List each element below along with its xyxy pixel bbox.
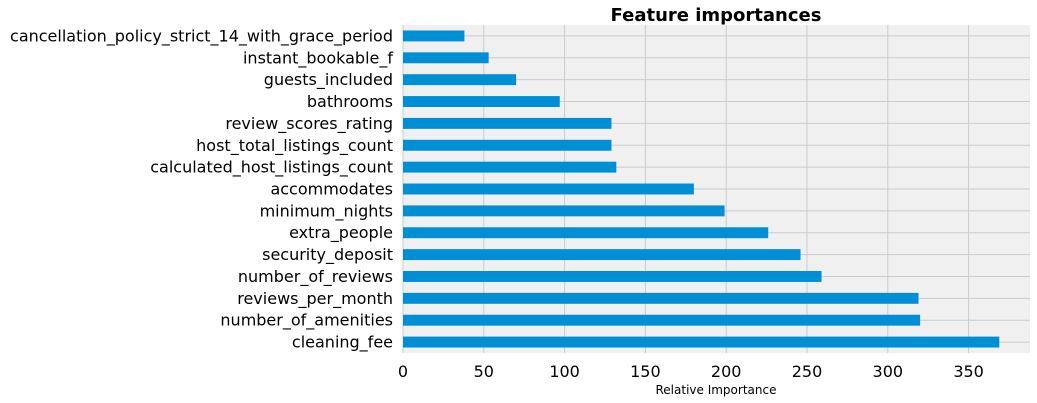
bar-reviews_per_month <box>403 292 919 304</box>
x-tick-label: 50 <box>474 362 494 381</box>
y-tick-label: cancellation_policy_strict_14_with_grace… <box>10 26 393 46</box>
bar-cancellation_policy_strict_14_with_grace_period <box>403 30 465 42</box>
y-tick-labels: cleaning_feenumber_of_amenitiesreviews_p… <box>10 26 393 352</box>
bar-minimum_nights <box>403 205 725 217</box>
y-tick-label: security_deposit <box>262 245 393 265</box>
bar-calculated_host_listings_count <box>403 161 617 173</box>
y-tick-label: instant_bookable_f <box>243 48 393 68</box>
bar-number_of_amenities <box>403 314 921 326</box>
bar-guests_included <box>403 74 517 86</box>
bar-review_scores_rating <box>403 117 612 129</box>
y-tick-label: bathrooms <box>307 92 393 111</box>
x-tick-label: 100 <box>549 362 580 381</box>
bar-cleaning_fee <box>403 336 1000 348</box>
bar-extra_people <box>403 227 769 239</box>
y-tick-label: review_scores_rating <box>225 114 393 134</box>
x-axis-label: Relative Importance <box>656 383 777 397</box>
bar-accommodates <box>403 183 694 195</box>
y-tick-label: extra_people <box>289 223 393 243</box>
chart-title: Feature importances <box>611 5 822 26</box>
x-tick-label: 350 <box>953 362 984 381</box>
x-tick-label: 250 <box>792 362 823 381</box>
bar-number_of_reviews <box>403 271 822 282</box>
x-tick-label: 200 <box>711 362 742 381</box>
x-tick-label: 150 <box>630 362 661 381</box>
x-tick-label: 300 <box>873 362 904 381</box>
y-tick-label: number_of_reviews <box>238 267 393 287</box>
bar-instant_bookable_f <box>403 52 489 64</box>
y-tick-label: reviews_per_month <box>237 289 393 309</box>
y-tick-label: cleaning_fee <box>292 333 393 353</box>
y-tick-label: minimum_nights <box>260 201 393 221</box>
bar-bathrooms <box>403 96 560 107</box>
bars <box>403 30 1000 348</box>
y-tick-label: guests_included <box>264 70 393 90</box>
y-tick-label: host_total_listings_count <box>196 136 393 156</box>
x-tick-labels: 0 50 100 150 200 250 300 350 <box>398 362 984 381</box>
x-tick-label: 0 <box>398 362 408 381</box>
bar-host_total_listings_count <box>403 139 612 151</box>
y-tick-label: number_of_amenities <box>220 311 393 331</box>
y-tick-label: accommodates <box>270 180 393 199</box>
y-tick-label: calculated_host_listings_count <box>150 158 393 178</box>
bar-security_deposit <box>403 249 801 261</box>
